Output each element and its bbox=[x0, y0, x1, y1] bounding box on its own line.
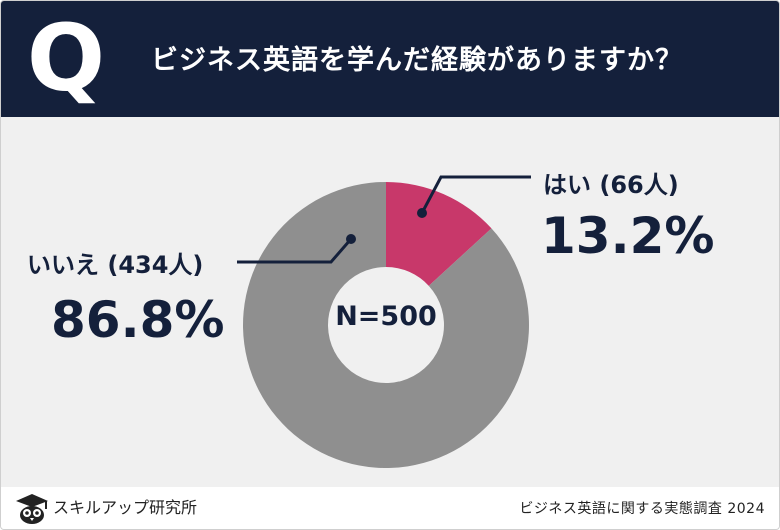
slice-percent-no: 86.8% bbox=[51, 291, 224, 349]
brand-name: スキルアップ研究所 bbox=[53, 498, 198, 517]
q-label: Q bbox=[26, 5, 106, 112]
leader-line-no bbox=[237, 238, 353, 264]
chart-area: N=500 はい (66人) 13.2% いいえ (434人) 86.8% bbox=[1, 117, 779, 487]
slice-percent-yes: 13.2% bbox=[541, 207, 714, 265]
survey-source: ビジネス英語に関する実態調査 2024 bbox=[519, 501, 765, 517]
footer: スキルアップ研究所 ビジネス英語に関する実態調査 2024 bbox=[1, 487, 779, 529]
donut-slice-yes bbox=[386, 182, 492, 286]
leader-line-yes bbox=[420, 175, 531, 214]
donut-slice-no bbox=[243, 182, 529, 469]
center-label: N=500 bbox=[335, 301, 437, 332]
question-header: Q ビジネス英語を学んだ経験がありますか？ bbox=[1, 1, 779, 117]
slice-label-yes: はい (66人) bbox=[543, 171, 679, 199]
donut-chart: N=500 はい (66人) 13.2% いいえ (434人) 86.8% bbox=[27, 171, 714, 469]
slice-label-no: いいえ (434人) bbox=[27, 251, 203, 279]
question-text: ビジネス英語を学んだ経験がありますか？ bbox=[151, 45, 683, 76]
owl-graduation-cap-icon bbox=[16, 494, 48, 524]
